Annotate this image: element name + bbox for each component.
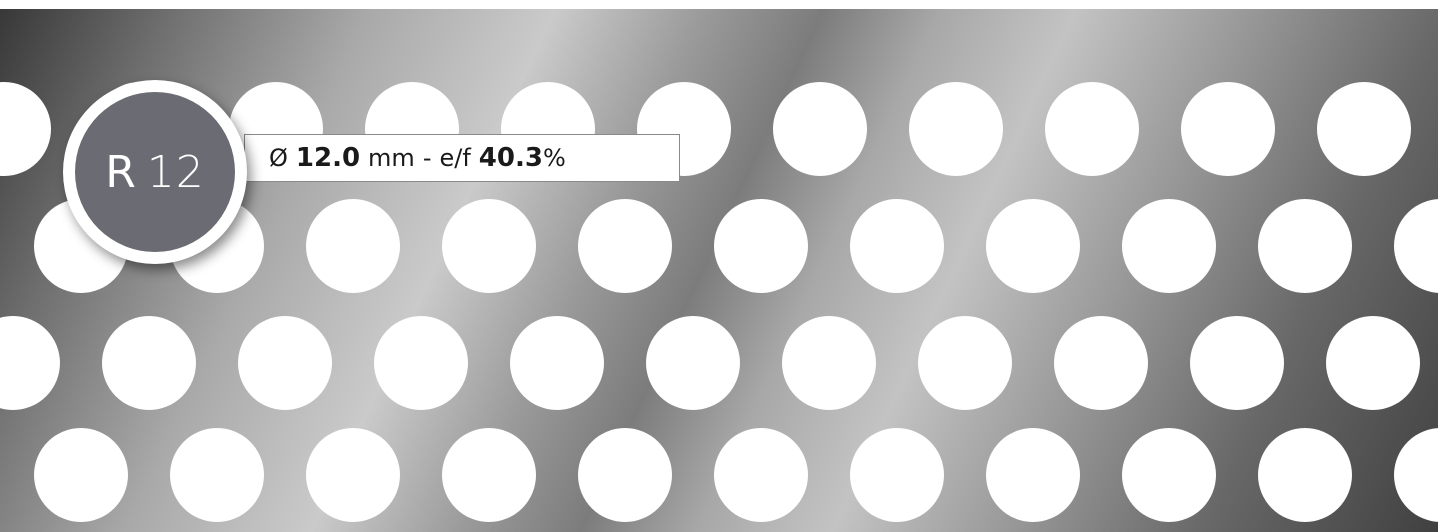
diameter-value: 12.0	[295, 143, 361, 173]
spec-separator: -	[422, 144, 432, 172]
perforation-hole	[1045, 82, 1139, 176]
perforation-hole	[442, 428, 536, 522]
product-code-badge-inner: R 12	[75, 92, 235, 252]
perforation-hole	[1181, 82, 1275, 176]
product-code-badge: R 12	[63, 80, 247, 264]
product-code-number: 12	[146, 146, 205, 198]
perforation-hole	[170, 428, 264, 522]
perforation-hole	[374, 316, 468, 410]
specification-label: Ø 12.0 mm - e/f 40.3 %	[244, 134, 680, 182]
open-area-label: e/f	[439, 144, 471, 172]
perforation-hole	[1394, 428, 1438, 522]
perforation-hole	[1317, 82, 1411, 176]
diameter-symbol: Ø	[269, 144, 288, 172]
open-area-value: 40.3	[478, 143, 543, 173]
perforation-hole	[986, 199, 1080, 293]
perforation-hole	[1122, 428, 1216, 522]
perforation-hole	[1394, 199, 1438, 293]
perforation-hole	[850, 199, 944, 293]
perforation-hole	[34, 428, 128, 522]
perforation-hole	[306, 428, 400, 522]
perforation-hole	[102, 316, 196, 410]
perforation-hole	[646, 316, 740, 410]
perforation-hole	[578, 428, 672, 522]
perforation-hole	[909, 82, 1003, 176]
perforation-hole	[442, 199, 536, 293]
perforation-hole	[1122, 199, 1216, 293]
open-area-unit: %	[542, 144, 566, 172]
perforation-hole	[986, 428, 1080, 522]
perforated-metal-plate	[0, 9, 1438, 532]
perforation-hole	[1258, 428, 1352, 522]
diameter-unit: mm	[368, 144, 415, 172]
perforation-hole	[0, 316, 60, 410]
perforation-hole	[773, 82, 867, 176]
perforation-hole	[238, 316, 332, 410]
perforation-hole	[0, 82, 51, 176]
perforation-hole	[1326, 316, 1420, 410]
perforation-hole	[850, 428, 944, 522]
product-code-letter: R	[105, 146, 137, 198]
perforation-hole	[578, 199, 672, 293]
perforation-hole	[714, 428, 808, 522]
perforation-hole	[1054, 316, 1148, 410]
perforation-hole	[306, 199, 400, 293]
perforation-hole	[918, 316, 1012, 410]
perforation-hole	[714, 199, 808, 293]
perforation-hole	[1258, 199, 1352, 293]
perforation-hole	[782, 316, 876, 410]
perforation-holes	[0, 82, 1438, 522]
perforation-hole	[1190, 316, 1284, 410]
perforation-hole	[510, 316, 604, 410]
